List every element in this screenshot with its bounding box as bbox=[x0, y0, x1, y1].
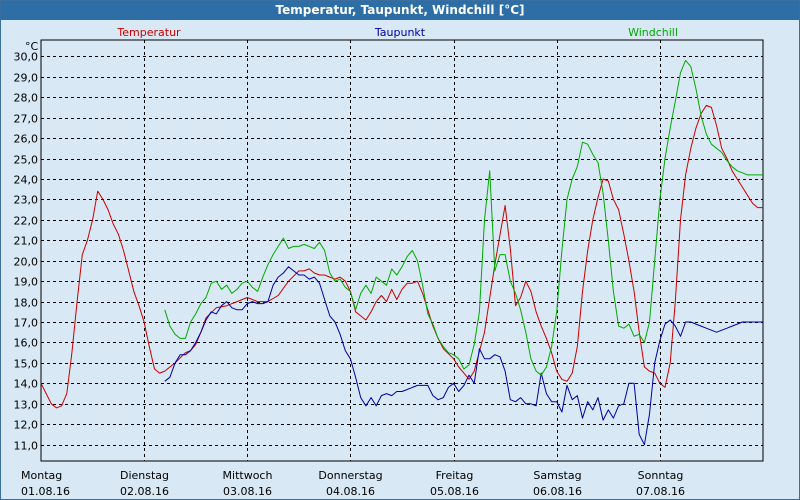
x-tick-date: 01.08.16 bbox=[21, 485, 70, 498]
x-tick-date: 07.08.16 bbox=[636, 485, 685, 498]
y-tick-label: 27,0 bbox=[14, 113, 39, 126]
y-tick-label: 11,0 bbox=[14, 440, 39, 453]
y-tick-label: 20,0 bbox=[14, 256, 39, 269]
y-tick-label: 22,0 bbox=[14, 215, 39, 228]
x-axis-ticks: Montag 01.08.16 Dienstag 02.08.16 Mittwoch 03… bbox=[21, 469, 685, 498]
y-axis-unit-label: °C bbox=[25, 40, 39, 53]
plot-area bbox=[40, 39, 764, 462]
series-line-taupunkt bbox=[164, 266, 763, 446]
x-tick-day: Sonntag bbox=[638, 469, 684, 482]
x-tick-day: Samstag bbox=[533, 469, 581, 482]
y-tick-label: 13,0 bbox=[14, 399, 39, 412]
y-tick-label: 19,0 bbox=[14, 276, 39, 289]
x-tick-day: Montag bbox=[21, 469, 62, 482]
y-tick-label: 23,0 bbox=[14, 194, 39, 207]
series-line-windchill bbox=[164, 59, 763, 376]
y-tick-label: 29,0 bbox=[14, 72, 39, 85]
y-tick-label: 17,0 bbox=[14, 317, 39, 330]
x-tick-day: Dienstag bbox=[120, 469, 169, 482]
x-tick-date: 05.08.16 bbox=[430, 485, 479, 498]
y-tick-label: 12,0 bbox=[14, 419, 39, 432]
y-tick-label: 16,0 bbox=[14, 337, 39, 350]
x-tick-day: Mittwoch bbox=[223, 469, 273, 482]
legend-temperatur: Temperatur bbox=[116, 26, 181, 39]
legend-taupunkt: Taupunkt bbox=[374, 26, 426, 39]
x-tick-date: 03.08.16 bbox=[223, 485, 272, 498]
y-tick-label: 18,0 bbox=[14, 297, 39, 310]
y-axis-ticks: 30,0 29,0 28,0 27,0 26,0 25,0 24,0 23,0 22,0 21,0… bbox=[14, 51, 39, 453]
x-tick-day: Donnerstag bbox=[318, 469, 382, 482]
x-tick-date: 04.08.16 bbox=[326, 485, 375, 498]
x-tick-date: 06.08.16 bbox=[533, 485, 582, 498]
grid-lines bbox=[41, 40, 763, 461]
y-tick-label: 28,0 bbox=[14, 92, 39, 105]
x-tick-day: Freitag bbox=[436, 469, 474, 482]
legend-windchill: Windchill bbox=[628, 26, 678, 39]
y-tick-label: 30,0 bbox=[14, 51, 39, 64]
y-tick-label: 25,0 bbox=[14, 154, 39, 167]
y-tick-label: 15,0 bbox=[14, 358, 39, 371]
y-tick-label: 26,0 bbox=[14, 133, 39, 146]
y-tick-label: 24,0 bbox=[14, 174, 39, 187]
y-tick-label: 21,0 bbox=[14, 235, 39, 248]
y-tick-label: 14,0 bbox=[14, 378, 39, 391]
x-tick-date: 02.08.16 bbox=[120, 485, 169, 498]
window-title: Temperatur, Taupunkt, Windchill [°C] bbox=[1, 1, 799, 20]
series-line-temperatur bbox=[40, 104, 763, 409]
series-lines bbox=[40, 59, 763, 446]
